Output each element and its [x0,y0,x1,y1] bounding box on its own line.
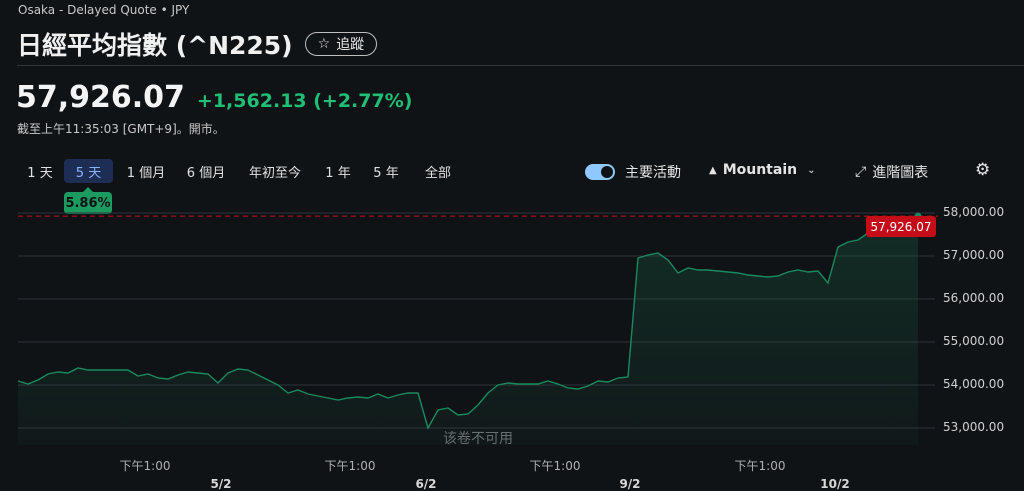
area-fill [18,216,918,445]
y-tick-label: 58,000.00 [943,205,1005,219]
change-percent: (+2.77%) [313,90,413,112]
range-5d[interactable]: 5 天 [64,159,113,183]
current-price-tag: 57,926.07 [866,216,936,237]
key-events-toggle[interactable]: 主要活動 [585,162,681,182]
gear-icon: ⚙ [975,160,991,180]
range-1m[interactable]: 1 個月 [126,165,166,181]
range-1y[interactable]: 1 年 [325,165,351,181]
divider [17,65,1024,66]
x-tick-date: 5/2 [210,477,231,491]
range-5y[interactable]: 5 年 [373,165,399,181]
expand-icon: ⤢ [855,164,867,180]
chevron-down-icon: ⌄ [807,164,816,176]
toggle-switch[interactable] [585,164,615,180]
range-ytd[interactable]: 年初至今 [248,165,301,181]
y-tick-label: 57,000.00 [943,248,1005,262]
range-change-badge: 5.86% [64,187,112,214]
y-tick-label: 53,000.00 [943,420,1005,434]
chart-type-dropdown[interactable]: ▲ Mountain ⌄ [709,162,815,178]
x-tick-time: 下午1:00 [530,459,581,473]
advanced-chart-label: 進階圖表 [872,165,929,181]
current-price: 57,926.07 [16,80,185,115]
x-tick-date: 10/2 [820,477,849,491]
x-tick-date: 6/2 [415,477,436,491]
x-tick-date: 9/2 [619,477,640,491]
price-line [17,215,919,430]
key-events-label: 主要活動 [625,165,681,181]
follow-button[interactable]: ☆ 追蹤 [304,32,378,56]
x-tick-time: 下午1:00 [120,459,171,473]
y-tick-label: 55,000.00 [943,334,1005,348]
x-tick-time: 下午1:00 [735,459,786,473]
price-row: 57,926.07 +1,562.13 (+2.77%) [16,80,412,115]
price-change: +1,562.13 (+2.77%) [197,90,413,112]
star-icon: ☆ [317,36,331,52]
advanced-chart-button[interactable]: ⤢ 進階圖表 [855,162,928,182]
volume-unavailable-note: 该卷不可用 [443,431,513,447]
x-tick-time: 下午1:00 [325,459,376,473]
follow-label: 追蹤 [336,37,365,53]
page-title: 日經平均指數 (^N225) [17,31,293,60]
chart-type-label: Mountain [722,162,798,178]
exchange-label: Osaka - Delayed Quote • JPY [18,3,190,17]
range-1d[interactable]: 1 天 [27,165,53,181]
y-tick-label: 54,000.00 [943,377,1005,391]
settings-button[interactable]: ⚙ [975,160,990,180]
title-row: 日經平均指數 (^N225) ☆ 追蹤 [17,26,378,62]
y-tick-label: 56,000.00 [943,291,1005,305]
range-all[interactable]: 全部 [424,165,451,181]
quote-timestamp: 截至上午11:35:03 [GMT+9]。開市。 [17,122,225,136]
change-value: +1,562.13 [196,90,307,112]
mountain-icon: ▲ [709,164,717,176]
range-6m[interactable]: 6 個月 [186,165,226,181]
